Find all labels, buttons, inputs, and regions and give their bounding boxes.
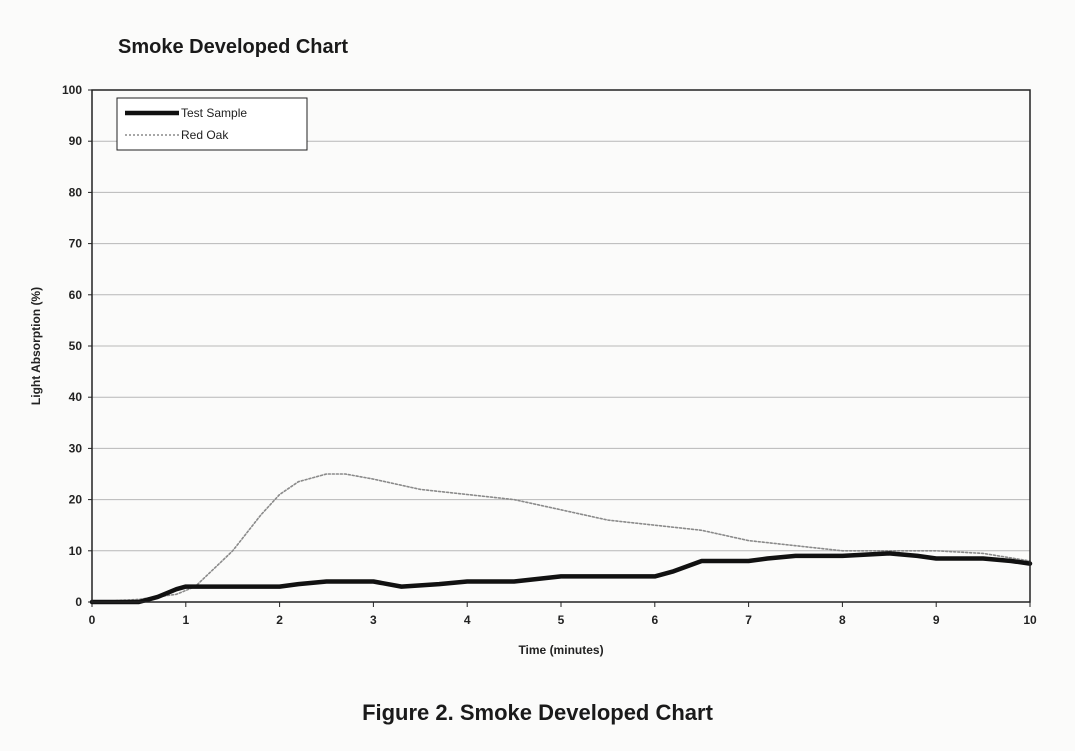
x-tick-label: 5 [558, 613, 565, 627]
y-tick-label: 80 [69, 185, 83, 199]
gridlines [92, 140, 1030, 552]
legend-box [116, 97, 308, 151]
y-axis-label: Light Absorption (%) [29, 287, 43, 405]
x-tick-label: 2 [276, 613, 283, 627]
x-tick-label: 0 [89, 613, 96, 627]
series-line-test-sample [89, 551, 1033, 605]
series-lines [89, 473, 1033, 605]
x-tick-label: 3 [370, 613, 377, 627]
y-tick-label: 40 [69, 390, 83, 404]
figure-caption: Figure 2. Smoke Developed Chart [362, 700, 713, 725]
x-tick-label: 1 [182, 613, 189, 627]
x-tick-label: 8 [839, 613, 846, 627]
x-tick-label: 7 [745, 613, 752, 627]
y-tick-label: 20 [69, 493, 83, 507]
legend: Test Sample Red Oak [116, 97, 308, 151]
y-tick-label: 60 [69, 288, 83, 302]
chart-title: Smoke Developed Chart [118, 36, 349, 58]
legend-label-test-sample: Test Sample [181, 106, 247, 120]
x-axis-ticks: 0 1 2 3 4 5 6 7 8 9 10 [89, 602, 1037, 627]
y-tick-label: 10 [69, 544, 83, 558]
x-tick-label: 9 [933, 613, 940, 627]
x-tick-label: 4 [464, 613, 471, 627]
y-tick-label: 0 [75, 595, 82, 609]
x-tick-label: 10 [1023, 613, 1037, 627]
y-tick-label: 90 [69, 134, 83, 148]
y-tick-label: 70 [69, 237, 83, 251]
y-tick-label: 50 [69, 339, 83, 353]
legend-label-red-oak: Red Oak [181, 128, 229, 142]
plot-area [91, 89, 1031, 603]
y-axis-ticks: 0 10 20 30 40 50 60 70 80 90 100 [62, 83, 92, 609]
x-tick-label: 6 [651, 613, 658, 627]
chart: 0 10 20 30 40 50 60 70 80 90 100 0 1 2 3 4 5 6 7 8 9 10 Time… [29, 83, 1037, 657]
x-axis-label: Time (minutes) [518, 643, 603, 657]
y-tick-label: 100 [62, 83, 82, 97]
series-line-red-oak [91, 473, 1031, 603]
y-tick-label: 30 [69, 441, 83, 455]
